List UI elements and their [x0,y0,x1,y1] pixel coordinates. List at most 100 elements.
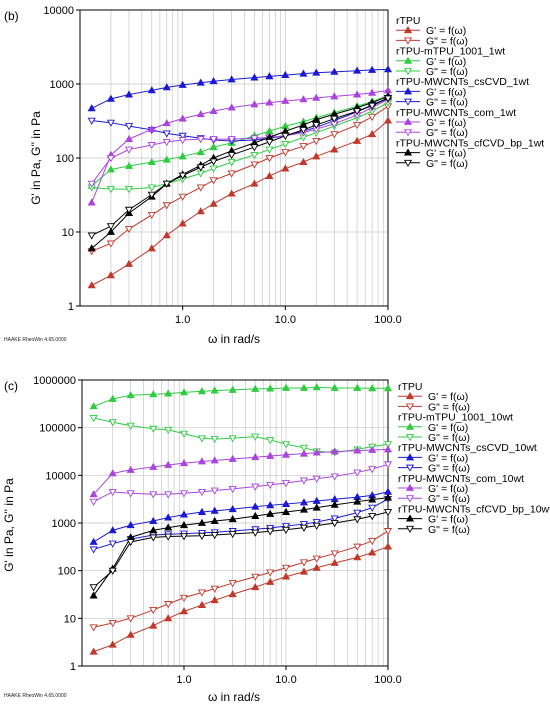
data-point [281,441,291,449]
data-point [124,206,134,214]
data-point [299,567,309,575]
data-point [228,385,237,393]
data-point [106,94,115,102]
data-point [353,446,362,454]
y-tick-label: 1 [70,661,76,673]
series-line-2-0 [91,68,389,109]
data-point [299,69,308,77]
data-point [228,504,237,513]
x-tick-label: 10.0 [275,314,296,326]
data-point [368,495,377,503]
data-point [126,422,135,430]
legend-entry-label: G" = f(ω) [426,66,468,78]
data-point [368,384,377,392]
y-axis-label-b: G' in Pa, G'' in Pa [29,111,43,205]
data-point [196,78,205,86]
data-point [124,146,134,154]
data-point [89,415,98,423]
data-point [149,621,158,629]
data-point [162,83,171,91]
legend-group-title: rTPU-mTPU_1001_1wt [396,46,505,58]
data-point [330,131,339,139]
data-point [299,383,309,391]
data-point [196,110,205,118]
legend-marker [403,159,413,168]
data-point [250,152,259,160]
x-tick-label: 10.0 [275,674,296,686]
data-point [383,461,393,469]
legend-group-title: rTPU-MWCNTs_cfCVD_bp_1wt [396,137,544,149]
data-point [250,73,259,81]
data-point [299,157,308,166]
panel-label-c: (c) [4,379,18,393]
data-point [368,504,377,512]
data-point [89,537,98,545]
series-line-0-1 [91,105,389,252]
data-point [251,529,260,537]
data-point [197,435,207,443]
legend-marker [405,495,415,503]
data-point [299,449,309,457]
data-point [383,542,393,550]
data-point [383,86,393,94]
data-point [89,647,98,655]
data-point [147,142,156,150]
data-point [299,143,308,151]
data-point [228,435,237,443]
data-point [197,507,207,515]
data-point [197,518,207,526]
data-point [368,466,377,474]
legend-entry-label: G' = f(ω) [428,422,468,434]
data-point [281,480,291,488]
data-point [210,456,219,464]
data-point [312,563,321,571]
data-point [227,103,236,111]
data-point [353,108,362,116]
x-tick-label: 1.0 [175,314,190,326]
data-point [281,383,291,391]
data-point [89,490,98,498]
legend-entry-label: G" = f(ω) [428,401,470,413]
series-line-4-0 [91,95,389,249]
legend-marker [405,464,415,472]
data-point [108,488,117,497]
series-line-3-1 [93,463,389,503]
data-point [108,469,117,477]
data-point [266,481,275,490]
data-point [89,624,98,632]
data-point [250,161,259,169]
data-point [162,231,171,239]
data-point [266,437,275,445]
data-point [106,155,115,163]
data-point [162,155,171,163]
legend-entry-label: G' = f(ω) [428,391,468,403]
data-point [330,447,339,455]
data-point [227,152,236,160]
y-tick-label: 10000 [43,5,74,17]
legend-entry-label: G' = f(ω) [428,514,468,526]
y-tick-label: 10 [62,227,74,239]
data-point [383,445,393,453]
data-point [164,523,173,531]
data-point [164,389,173,397]
data-point [210,532,219,540]
data-point [266,524,275,533]
data-point [124,186,134,194]
x-axis-label-c: ω in rad/s [208,690,260,704]
series-line-4-1 [91,97,389,236]
data-point [108,526,117,534]
data-point [330,92,339,100]
data-point [353,66,362,74]
data-point [124,226,134,234]
data-point [368,88,377,96]
legend-entry-label: G" = f(ω) [428,432,470,444]
data-point [108,567,117,575]
legend-marker [405,422,415,430]
data-point [162,119,171,127]
legend-group-title: rTPU-mTPU_1001_10wt [398,412,513,424]
data-point [197,387,207,395]
series-line-0-1 [93,530,389,628]
data-point [266,451,275,459]
data-point [89,498,98,506]
data-point [147,244,156,252]
